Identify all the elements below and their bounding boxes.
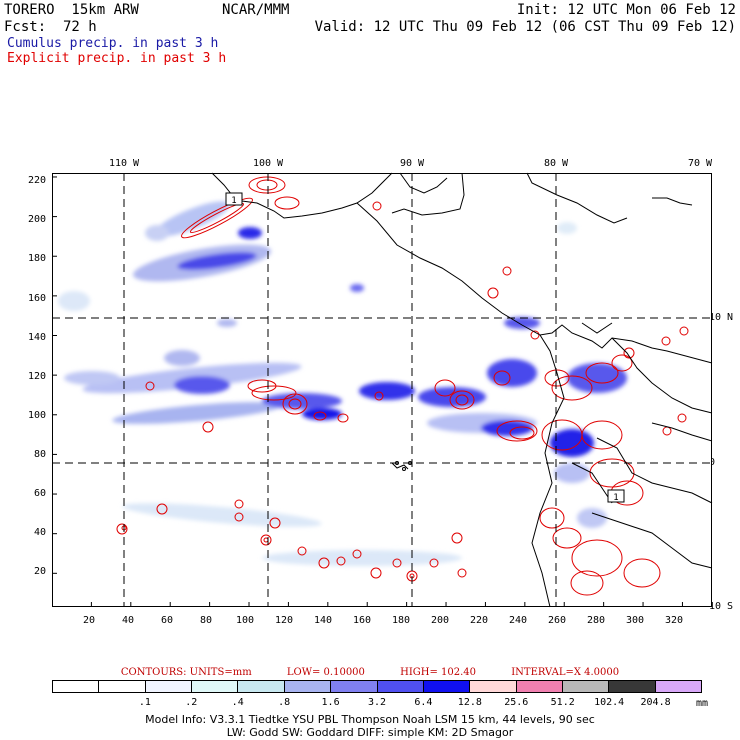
- y-tick-label: 60: [33, 488, 46, 499]
- color-scale-label: 204.8: [640, 697, 671, 708]
- y-tick-label: 160: [27, 293, 46, 304]
- color-scale-cell: [99, 681, 146, 692]
- cumulus-precip-label: Cumulus precip. in past 3 h: [7, 36, 219, 51]
- y-tick-label: 40: [33, 527, 46, 538]
- lat-label-equator: 0: [709, 457, 716, 468]
- color-scale-label: 51.2: [550, 697, 575, 708]
- lon-label-80w: 80 W: [543, 158, 569, 169]
- y-tick-label: 100: [27, 410, 46, 421]
- model-info-line1: Model Info: V3.3.1 Tiedtke YSU PBL Thomp…: [145, 713, 595, 726]
- explicit-precip-label: Explicit precip. in past 3 h: [7, 51, 227, 66]
- color-scale-cell: [377, 681, 424, 692]
- color-scale-cell: [516, 681, 563, 692]
- lon-label-70w: 70 W: [687, 158, 713, 169]
- precipitation-map: 1 1: [52, 172, 713, 608]
- x-tick-label: 180: [391, 615, 411, 626]
- x-tick-label: 140: [313, 615, 333, 626]
- contour-units: CONTOURS: UNITS=mm: [120, 667, 252, 678]
- x-tick-label: 100: [235, 615, 255, 626]
- x-tick-label: 280: [586, 615, 606, 626]
- y-tick-label: 20: [33, 566, 46, 577]
- y-tick-label: 200: [27, 214, 46, 225]
- color-scale-cell: [331, 681, 378, 692]
- color-scale-cell: [192, 681, 239, 692]
- color-scale-cell: [53, 681, 100, 692]
- color-scale-cell: [423, 681, 471, 692]
- x-tick-label: 260: [547, 615, 567, 626]
- color-scale-label: 1.6: [321, 697, 340, 708]
- y-tick-label: 80: [33, 449, 46, 460]
- lon-label-90w: 90 W: [399, 158, 425, 169]
- color-scale-cell: [284, 681, 332, 692]
- y-tick-label: 120: [27, 371, 46, 382]
- cumulus-precip-field: [58, 201, 627, 566]
- color-scale-label: 3.2: [367, 697, 387, 708]
- lon-label-100w: 100 W: [252, 158, 284, 169]
- forecast-hour: Fcst: 72 h: [4, 19, 97, 35]
- color-scale-label: .4: [231, 697, 244, 708]
- x-tick-label: 40: [121, 615, 135, 626]
- x-tick-label: 60: [160, 615, 174, 626]
- x-tick-label: 120: [274, 615, 294, 626]
- color-scale-label: .2: [185, 697, 198, 708]
- color-scale-cell: [238, 681, 285, 692]
- x-tick-label: 220: [469, 615, 489, 626]
- y-tick-label: 180: [27, 253, 46, 264]
- color-scale-label: 12.8: [457, 697, 482, 708]
- station-label: 1: [231, 196, 236, 206]
- model-title: TORERO 15km ARW: [4, 2, 139, 18]
- graticule: [52, 173, 712, 607]
- color-scale-cell: [562, 681, 610, 692]
- color-scale-label: .1: [138, 697, 151, 708]
- color-scale-cell: [470, 681, 517, 692]
- init-time: Init: 12 UTC Mon 06 Feb 12: [516, 2, 736, 18]
- color-scale-label: .8: [278, 697, 291, 708]
- x-tick-label: 240: [508, 615, 528, 626]
- x-tick-label: 320: [664, 615, 684, 626]
- station-label: 1: [613, 493, 618, 503]
- contour-high: HIGH= 102.40: [400, 667, 477, 678]
- station-markers: 1 1: [225, 192, 625, 503]
- color-scale-label: 25.6: [504, 697, 529, 708]
- y-tick-label: 140: [27, 332, 46, 343]
- color-scale-cell: [609, 681, 656, 692]
- contour-interval: INTERVAL=X 4.0000: [511, 667, 620, 678]
- x-tick-label: 20: [82, 615, 96, 626]
- explicit-precip-contours: [116, 176, 689, 596]
- model-info-line2: LW: Godd SW: Goddard DIFF: simple KM: 2D…: [226, 726, 514, 739]
- color-scale-cell: [655, 681, 702, 692]
- contour-low: LOW= 0.10000: [286, 667, 365, 678]
- valid-time: Valid: 12 UTC Thu 09 Feb 12 (06 CST Thu …: [314, 19, 736, 35]
- color-scale-label: 6.4: [414, 697, 433, 708]
- lon-label-110w: 110 W: [108, 158, 140, 169]
- y-tick-label: 220: [27, 175, 46, 186]
- map-frame: [52, 173, 712, 607]
- color-scale-bar: [52, 680, 702, 693]
- lat-label-10s: 10 S: [709, 601, 734, 612]
- organization-label: NCAR/MMM: [222, 2, 290, 18]
- contour-info: CONTOURS: UNITS=mm LOW= 0.10000 HIGH= 10…: [0, 667, 740, 678]
- x-tick-label: 200: [430, 615, 450, 626]
- coastlines: [211, 172, 713, 608]
- lat-label-10n: 10 N: [709, 312, 734, 323]
- color-scale-labels: .1 .2 .4 .8 1.6 3.2 6.4 12.8 25.6 51.2 102.4 204.8: [52, 697, 702, 709]
- color-scale-unit: mm: [696, 698, 709, 709]
- x-tick-label: 300: [625, 615, 645, 626]
- x-tick-label: 80: [199, 615, 213, 626]
- color-scale-cell: [145, 681, 193, 692]
- x-tick-label: 160: [352, 615, 372, 626]
- color-scale-label: 102.4: [594, 697, 625, 708]
